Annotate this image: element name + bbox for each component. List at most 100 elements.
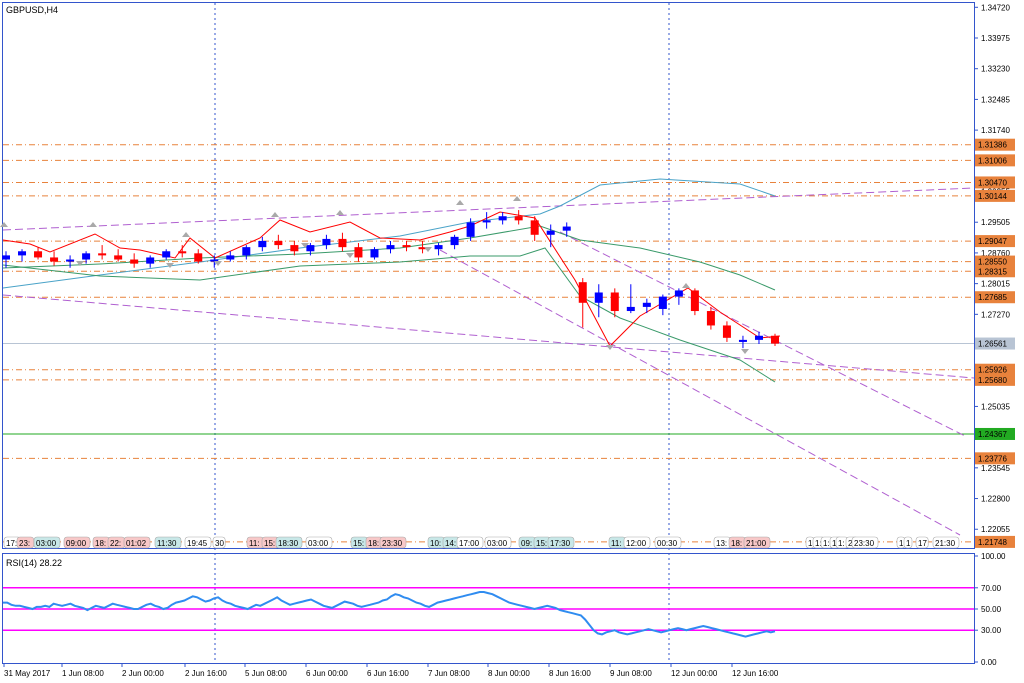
candle-body — [386, 245, 395, 250]
time-tick-label: 31 May 2017 — [4, 669, 51, 678]
candle-body — [194, 253, 203, 262]
event-label: 15: — [536, 539, 547, 548]
event-label: 18: — [731, 539, 742, 548]
candle-body — [498, 216, 507, 221]
event-label: 14: — [445, 539, 456, 548]
event-label-box — [379, 536, 407, 549]
rsi-tick-label: 100.00 — [981, 552, 1006, 561]
event-label: 19:45 — [187, 539, 208, 548]
candle-body — [514, 216, 523, 221]
event-label: 23:30 — [854, 539, 875, 548]
event-label-box — [33, 536, 61, 549]
event-label-box — [123, 536, 151, 549]
price-tick-label: 1.22055 — [981, 525, 1010, 534]
main-chart-area[interactable] — [2, 2, 975, 549]
event-label: 23: — [19, 539, 30, 548]
level-tag — [975, 337, 1015, 350]
time-tick-label: 12 Jun 16:00 — [732, 669, 779, 678]
event-label: 17:30 — [550, 539, 571, 548]
candle-body — [18, 251, 27, 256]
level-tag-label: 1.27685 — [978, 293, 1007, 302]
trend-line-1 — [559, 231, 966, 437]
event-label-box — [743, 536, 771, 549]
level-tag — [975, 235, 1015, 248]
candle-body — [610, 292, 619, 312]
indicator-overlays — [2, 178, 975, 536]
event-label-box — [184, 536, 212, 549]
candle-body — [2, 255, 10, 260]
event-label-box — [547, 536, 575, 549]
channel-line-upper — [2, 187, 975, 231]
event-down-arrow — [166, 263, 174, 268]
event-label: 18:30 — [278, 539, 299, 548]
candle-body — [706, 311, 715, 326]
time-tick-label: 12 Jun 00:00 — [671, 669, 718, 678]
level-tag-label: 1.30144 — [978, 192, 1007, 201]
level-tag — [975, 291, 1015, 304]
candle-body — [98, 253, 107, 256]
grid-layer — [214, 3, 670, 663]
event-label-box — [903, 536, 913, 549]
level-tag — [975, 452, 1015, 465]
candle-body — [66, 259, 75, 262]
time-axis: 31 May 2017 1 Jun 08:00 2 Jun 00:00 2 Jun 1… — [3, 663, 779, 678]
event-label-box — [932, 536, 960, 549]
candle-body — [482, 220, 491, 223]
event-label-box — [623, 536, 651, 549]
price-tick-label: 1.27270 — [981, 310, 1010, 319]
rsi-tick-label: 30.00 — [981, 626, 1002, 635]
time-tick-label: 7 Jun 08:00 — [428, 669, 470, 678]
candle-body — [354, 247, 363, 258]
level-tag — [975, 176, 1015, 189]
event-label-box — [63, 536, 91, 549]
rsi-plot — [3, 587, 974, 638]
candle-body — [594, 292, 603, 303]
candle-body — [82, 253, 91, 260]
candle-body — [418, 247, 427, 250]
event-markers: 17: 23: 03:00 09:00 18: 22: 01:02 11:30 19:45 30 1… — [0, 196, 960, 549]
event-label-box — [305, 536, 333, 549]
event-up-arrow — [682, 283, 690, 288]
trend-line-2 — [439, 249, 961, 536]
time-tick-label: 8 Jun 00:00 — [488, 669, 530, 678]
event-down-arrow — [346, 253, 354, 258]
rsi-line — [3, 591, 776, 638]
price-tick-label: 1.25035 — [981, 402, 1010, 411]
event-label-box — [456, 536, 484, 549]
event-up-arrow — [182, 232, 190, 237]
event-label: 13: — [716, 539, 727, 548]
event-label: 21:00 — [746, 539, 767, 548]
level-tag — [975, 189, 1015, 202]
price-tick-label: 1.29505 — [981, 218, 1010, 227]
time-tick-label: 6 Jun 16:00 — [367, 669, 409, 678]
candle-body — [274, 240, 283, 246]
price-tick-label: 1.23545 — [981, 464, 1010, 473]
rsi-tick-label: 50.00 — [981, 605, 1002, 614]
candle-body — [466, 222, 475, 237]
rsi-tick-label: 70.00 — [981, 584, 1002, 593]
price-tick-label: 1.32485 — [981, 95, 1010, 104]
candle-body — [226, 255, 235, 260]
candle-body — [626, 306, 635, 312]
level-tag-label: 1.21748 — [978, 538, 1007, 547]
candle-body — [722, 325, 731, 338]
price-tick-label: 1.22800 — [981, 495, 1010, 504]
rsi-title: RSI(14) 28.22 — [6, 558, 62, 568]
event-label-box — [851, 536, 879, 549]
time-tick-label: 6 Jun 00:00 — [306, 669, 348, 678]
level-tag — [975, 363, 1015, 376]
rsi-tick-label: 0.00 — [981, 658, 997, 667]
candle-body — [322, 238, 331, 246]
candle-body — [178, 251, 187, 254]
time-tick-label: 9 Jun 08:00 — [610, 669, 652, 678]
candle-body — [402, 245, 411, 248]
candle-body — [114, 255, 123, 260]
event-label-box — [915, 536, 929, 549]
time-tick-label: 2 Jun 16:00 — [185, 669, 227, 678]
event-down-arrow — [301, 243, 309, 248]
price-tick-label: 1.34720 — [981, 3, 1010, 12]
level-tag-label: 1.31006 — [978, 156, 1007, 165]
event-label: 1 — [906, 539, 911, 548]
price-tick-label: 1.31740 — [981, 126, 1010, 135]
